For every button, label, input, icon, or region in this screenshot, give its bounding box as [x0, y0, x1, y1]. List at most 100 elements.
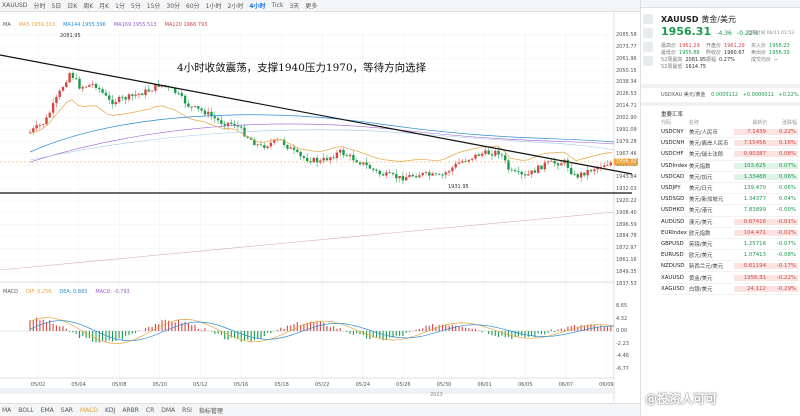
timeframe-tab[interactable]: 日K [67, 3, 78, 10]
candle-body [480, 153, 484, 156]
stats-row: 最低价 1955.88 昨收价 1960.67 卖出价 1956.39 [661, 49, 797, 56]
watchlist-row[interactable]: NZDUSD 新西兰元/美元 0.61194 -0.17% [661, 261, 799, 273]
candle-body [111, 99, 114, 105]
candle-body [556, 163, 560, 166]
watchlist-row[interactable]: USDIndex 美元指数 103.625 0.07% [661, 161, 799, 172]
candle-body [474, 154, 477, 159]
timeframe-tab[interactable]: 分时 [33, 3, 46, 10]
watchlist-row[interactable]: XAUUSD 黄金/美元 1956.31 -0.22% [661, 272, 799, 284]
watchlist-row[interactable]: USDCNY 美元/人民币 7.1439 0.22% [661, 127, 799, 139]
indicator-tab[interactable]: MA [2, 406, 12, 414]
timeframe-tab[interactable]: 月K [99, 3, 110, 10]
price-tick-label: 2014.71 [616, 103, 637, 110]
candle-body [345, 155, 348, 157]
price-tick-label: 1908.40 [616, 209, 637, 216]
watchlist-row[interactable]: XAGUSD 白银/美元 24.112 -0.29% [661, 284, 799, 295]
candle-body [533, 170, 537, 173]
settings-icon[interactable] [643, 56, 653, 66]
watch-code: USDCAD [661, 173, 685, 180]
candle-body [339, 149, 342, 153]
watchlist-row[interactable]: GBPUSD 英镑/美元 1.25716 -0.07% [661, 239, 799, 251]
price-tick-label: 1872.97 [616, 245, 637, 252]
candle-body [348, 154, 352, 157]
candle-body [210, 111, 213, 117]
indicator-tab[interactable]: ARBR [122, 406, 139, 414]
indicator-tab[interactable]: MACD [79, 406, 98, 414]
indicator-tab[interactable]: BOLL [18, 406, 34, 414]
indicator-tab[interactable]: SAR [60, 406, 73, 414]
timeframe-tab[interactable]: 4小时 [249, 3, 266, 10]
timeframe-tab[interactable]: 更多 [305, 3, 318, 10]
watch-name: 欧元/美元 [689, 253, 713, 260]
candle-body [127, 94, 131, 100]
quote-icon[interactable] [643, 14, 653, 24]
timeframe-tab[interactable]: 3天 [289, 3, 300, 10]
timeframe-tab[interactable]: XAUUSD [2, 2, 28, 9]
news-icon[interactable] [643, 42, 653, 52]
usdx-pct: +0.22% [778, 92, 799, 98]
quote-panel: XAUUSD 黄金/美元 1956.31 -4.36 -0.22% 北京时间 0… [640, 0, 800, 416]
indicator-tab[interactable]: DMA [161, 406, 176, 414]
watchlist-row[interactable]: USDJPY 美元/日元 139.470 0.06% [661, 183, 799, 195]
price-tick-label: 1837.53 [616, 280, 637, 287]
candle-body [322, 158, 325, 161]
watch-pct: 0.07% [768, 162, 798, 169]
candle-body [589, 169, 593, 172]
timeframe-tab[interactable]: 60分 [186, 3, 200, 10]
timeframe-tab[interactable]: 周K [83, 3, 94, 10]
price-tick-label: 1979.28 [616, 138, 637, 145]
candle-body [319, 160, 322, 163]
watchlist-row[interactable]: EURIndex 欧元指数 104.471 -0.02% [661, 228, 799, 239]
list-icon[interactable] [643, 28, 653, 38]
timeframe-tab[interactable]: 30分 [166, 3, 181, 10]
watch-pct: -0.08% [776, 252, 796, 259]
chart-area[interactable]: MA MA5 1959.313 MA144 1955.396 MA169 1955.5… [0, 12, 640, 402]
time-tick-label: 05/30 [436, 382, 452, 388]
timeframe-tab[interactable]: 5分 [130, 3, 141, 10]
macd-dif-line [29, 317, 615, 344]
watch-code: USDJPY [661, 185, 681, 192]
price-tick-label: 2073.77 [616, 43, 637, 50]
timeframe-tab[interactable]: 2小时 [227, 3, 244, 10]
watch-name: 美元/加元 [689, 174, 713, 181]
ma-legend-item: MA [3, 22, 11, 28]
macd-tick-label: -2.23 [616, 340, 629, 347]
candle-body [586, 169, 589, 176]
candle-body [342, 149, 345, 156]
symbol-code: XAUUSD [661, 15, 699, 24]
candle-body [296, 149, 299, 152]
time-tick-label: 05/02 [30, 382, 46, 388]
timeframe-toolbar: XAUUSD 分时 5日 日K 周K 月K 1分 5分 15分 30分 60分 1小时 2小时 4小时 Ti… [0, 0, 640, 12]
panel-header [641, 0, 800, 8]
timeframe-tab[interactable]: 1分 [115, 3, 125, 10]
candle-body [32, 128, 35, 132]
indicator-tab[interactable]: CR [145, 406, 155, 414]
timeframe-tab[interactable]: 15分 [146, 3, 161, 10]
watchlist-row[interactable]: EURUSD 欧元/美元 1.07413 -0.08% [661, 250, 799, 262]
watchlist-row[interactable]: USDCNH 美元/离岸人民币 7.15456 0.16% [661, 138, 799, 150]
candle-body [352, 154, 355, 161]
candle-body [583, 172, 586, 176]
indicator-tab[interactable]: 指标管理 [198, 407, 223, 415]
candlestick-chart[interactable] [0, 12, 640, 402]
watchlist-row[interactable]: USDCAD 美元/加元 1.33488 0.06% [661, 172, 799, 183]
watchlist-row[interactable]: AUDUSD 澳元/美元 0.67416 -0.01% [661, 217, 799, 228]
stat-key: 开盘价 [706, 43, 722, 49]
stat-value: 1961.29 [679, 43, 700, 49]
timeframe-tab[interactable]: Tick [271, 2, 284, 9]
watchlist-row[interactable]: USDSGD 美元/新加坡元 1.34377 0.04% [661, 194, 799, 206]
timeframe-tab[interactable]: 1小时 [205, 3, 222, 10]
timeframe-tab[interactable]: 5日 [51, 3, 62, 10]
candle-body [560, 163, 563, 166]
stats-grid: 最高价 1961.29 开盘价 1961.29 买入价 1956.23 最低价 1955.88… [661, 42, 797, 70]
indicator-tab[interactable]: RSI [182, 406, 192, 414]
time-tick-label: 05/18 [274, 382, 289, 388]
candle-body [121, 96, 124, 98]
indicator-tab[interactable]: EMA [40, 406, 54, 414]
candle-body [75, 77, 78, 79]
watchlist-row[interactable]: USDCHF 美元/瑞士法郎 0.90387 0.08% [661, 149, 799, 161]
candle-body [91, 83, 94, 85]
watchlist-row[interactable]: USDHKD 美元/港元 7.83899 -0.00% [661, 205, 799, 217]
indicator-tab[interactable]: KDJ [104, 406, 116, 414]
candle-body [543, 162, 546, 170]
